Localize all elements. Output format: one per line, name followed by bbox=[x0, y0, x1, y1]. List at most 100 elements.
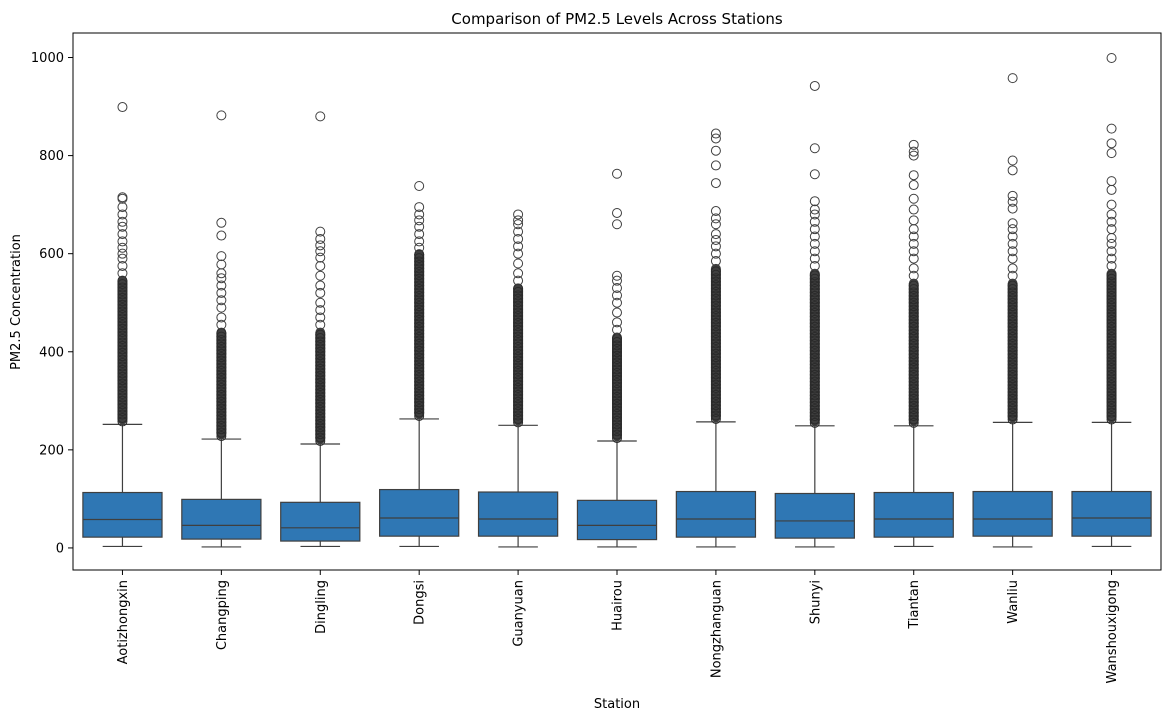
outlier-point bbox=[414, 404, 425, 415]
outlier-point bbox=[1007, 335, 1018, 346]
outlier-point bbox=[612, 283, 622, 294]
outlier-point bbox=[612, 412, 622, 423]
outlier-point bbox=[809, 308, 820, 319]
outlier-point bbox=[908, 376, 919, 387]
outlier-point bbox=[908, 246, 919, 257]
outlier-point bbox=[710, 213, 721, 224]
outlier-point bbox=[1106, 383, 1117, 394]
outlier-point bbox=[809, 238, 820, 249]
outlier-point bbox=[315, 370, 326, 381]
outlier-point bbox=[710, 352, 721, 363]
outlier-point bbox=[1106, 390, 1117, 401]
outlier-point bbox=[908, 280, 919, 291]
outlier-point bbox=[1007, 155, 1018, 166]
outlier-point bbox=[1106, 366, 1117, 377]
outlier-point bbox=[414, 215, 425, 226]
outlier-point bbox=[216, 312, 227, 323]
outlier-point bbox=[710, 334, 721, 345]
outlier-point bbox=[117, 361, 128, 372]
outlier-point bbox=[315, 226, 326, 237]
outlier-point bbox=[216, 400, 227, 411]
outlier-point bbox=[117, 412, 128, 423]
x-tick-label: Nongzhanguan bbox=[709, 580, 724, 678]
outlier-point bbox=[809, 349, 820, 360]
outlier-point bbox=[1007, 352, 1018, 363]
outlier-point bbox=[414, 297, 425, 308]
outlier-point bbox=[809, 335, 820, 346]
outlier-point bbox=[216, 379, 227, 390]
outlier-point bbox=[908, 407, 919, 418]
outlier-point bbox=[1007, 332, 1018, 343]
outlier-point bbox=[908, 338, 919, 349]
outlier-point bbox=[710, 383, 721, 394]
outlier-point bbox=[117, 358, 128, 369]
outlier-point bbox=[908, 349, 919, 360]
outlier-point bbox=[315, 384, 326, 395]
outlier-point bbox=[809, 393, 820, 404]
outlier-point bbox=[809, 280, 820, 291]
outlier-point bbox=[1106, 232, 1117, 243]
outlier-point bbox=[809, 277, 820, 288]
outlier-point bbox=[908, 366, 919, 377]
outlier-point bbox=[1007, 280, 1018, 291]
x-tick-label: Tiantan bbox=[907, 580, 922, 630]
outlier-point bbox=[315, 363, 326, 374]
outlier-point bbox=[117, 316, 128, 327]
outlier-point bbox=[117, 399, 128, 410]
outlier-point bbox=[216, 280, 227, 291]
outlier-point bbox=[809, 366, 820, 377]
outlier-point bbox=[315, 346, 326, 357]
outlier-point bbox=[612, 350, 622, 361]
outlier-point bbox=[710, 400, 721, 411]
box-wanliu bbox=[972, 73, 1053, 548]
outlier-point bbox=[513, 328, 524, 339]
box-tiantan bbox=[873, 139, 954, 548]
outlier-point bbox=[612, 219, 622, 230]
outlier-point bbox=[908, 345, 919, 356]
x-tick-label: Aotizhongxin bbox=[116, 580, 131, 664]
outlier-point bbox=[216, 424, 227, 435]
outlier-point bbox=[315, 343, 326, 354]
outlier-point bbox=[1007, 190, 1018, 201]
outlier-point bbox=[908, 369, 919, 380]
outlier-point bbox=[414, 259, 425, 270]
outlier-point bbox=[710, 407, 721, 418]
outlier-point bbox=[1007, 386, 1018, 397]
iqr-box bbox=[379, 488, 460, 537]
outlier-point bbox=[612, 357, 622, 368]
outlier-point bbox=[513, 417, 524, 428]
outlier-point bbox=[1007, 287, 1018, 298]
iqr-box bbox=[82, 491, 163, 538]
outlier-point bbox=[809, 246, 820, 257]
outlier-point bbox=[908, 139, 919, 150]
outlier-point bbox=[216, 319, 227, 330]
outlier-point bbox=[710, 345, 721, 356]
iqr-box bbox=[774, 492, 855, 539]
outlier-point bbox=[612, 374, 622, 385]
outlier-point bbox=[1007, 308, 1018, 319]
outlier-point bbox=[809, 376, 820, 387]
outlier-point bbox=[809, 338, 820, 349]
outlier-point bbox=[216, 338, 227, 349]
y-tick-label: 1000 bbox=[31, 51, 64, 66]
outlier-point bbox=[513, 286, 524, 297]
outlier-point bbox=[315, 432, 326, 443]
outlier-point bbox=[1106, 352, 1117, 363]
outlier-point bbox=[513, 413, 524, 424]
outlier-point bbox=[809, 311, 820, 322]
outlier-point bbox=[414, 253, 425, 264]
outlier-point bbox=[414, 356, 425, 367]
outlier-point bbox=[908, 321, 919, 332]
outlier-point bbox=[216, 365, 227, 376]
outlier-point bbox=[414, 342, 425, 353]
outlier-point bbox=[513, 372, 524, 383]
outlier-point bbox=[414, 273, 425, 284]
outlier-point bbox=[315, 374, 326, 385]
outlier-point bbox=[908, 397, 919, 408]
outlier-point bbox=[1106, 369, 1117, 380]
outlier-point bbox=[1106, 308, 1117, 319]
outlier-point bbox=[809, 287, 820, 298]
outlier-point bbox=[710, 362, 721, 373]
outlier-point bbox=[117, 392, 128, 403]
outlier-point bbox=[612, 371, 622, 382]
